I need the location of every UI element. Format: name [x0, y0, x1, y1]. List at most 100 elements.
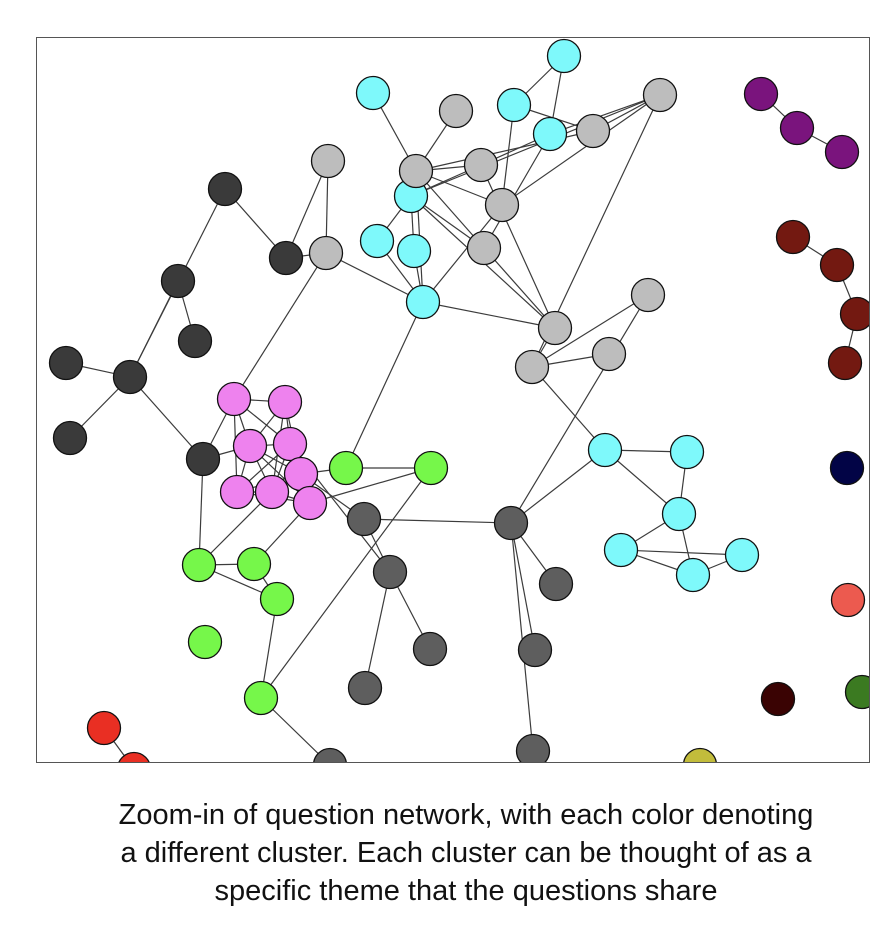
- node-pink-p1: [267, 384, 303, 420]
- node-cyan-c13: [675, 557, 711, 593]
- node-silver-s5: [463, 147, 499, 183]
- node-grey-d6: [313, 747, 347, 762]
- edge-s10-c8: [422, 301, 556, 329]
- node-cyan-c10: [669, 434, 705, 470]
- node-cyan-c4: [532, 116, 568, 152]
- node-silver-s8: [484, 187, 520, 223]
- node-maroon-m3: [839, 296, 869, 332]
- node-maroon-m2: [819, 247, 855, 283]
- edge-s8-c8: [422, 204, 503, 303]
- edge-c12-c14: [620, 549, 743, 556]
- node-olive-y1: [683, 747, 717, 762]
- edge-c4-s9: [483, 133, 551, 249]
- node-charcoal-k6: [52, 420, 88, 456]
- node-maroon-m1: [775, 219, 811, 255]
- edge-s4-p2: [233, 252, 327, 400]
- node-red-r2: [118, 751, 150, 762]
- caption-line-1: Zoom-in of question network, with each c…: [118, 799, 814, 831]
- node-pink-p4: [272, 426, 308, 462]
- node-purple-u3: [824, 134, 860, 170]
- node-charcoal-k5: [48, 345, 84, 381]
- node-cyan-c8: [405, 284, 441, 320]
- node-cyan-c12: [603, 532, 639, 568]
- edge-c4-s7: [549, 94, 661, 135]
- node-grey-d2: [372, 554, 408, 590]
- edge-k3-k4: [129, 280, 179, 378]
- edge-d3-d8: [510, 522, 536, 651]
- edge-s11-c9: [531, 366, 606, 451]
- node-green-g2: [236, 546, 272, 582]
- node-grey-d7: [538, 566, 574, 602]
- node-grey-d3: [493, 505, 529, 541]
- node-silver-s9: [466, 230, 502, 266]
- edge-c5-s7: [410, 94, 661, 197]
- edge-k3-k8: [129, 376, 204, 460]
- caption-line-2: a different cluster. Each cluster can be…: [120, 837, 812, 869]
- node-charcoal-k3: [112, 359, 148, 395]
- edge-p7-g1: [198, 491, 273, 566]
- edge-d2-d5: [364, 571, 391, 689]
- node-charcoal-k1: [268, 240, 304, 276]
- figure-caption: Zoom-in of question network, with each c…: [36, 796, 896, 910]
- node-layer: [48, 38, 869, 762]
- node-maroon-m4: [827, 345, 863, 381]
- edge-d3-d9: [510, 522, 534, 752]
- node-navy-n1: [829, 450, 865, 486]
- node-charcoal-k7: [177, 323, 213, 359]
- edge-s8-s7: [501, 94, 661, 206]
- node-cyan-c3: [496, 87, 532, 123]
- node-silver-s1: [310, 143, 346, 179]
- edge-g4-g6: [260, 467, 432, 699]
- node-pink-p7: [254, 474, 290, 510]
- node-pink-p8: [292, 485, 328, 521]
- node-purple-u1: [743, 76, 779, 112]
- node-cyan-c9: [587, 432, 623, 468]
- node-pink-p2: [216, 381, 252, 417]
- node-cyan-c14: [724, 537, 760, 573]
- node-cyan-c6: [359, 223, 395, 259]
- node-silver-s10: [537, 310, 573, 346]
- edge-d1-d3: [363, 518, 512, 524]
- edge-s9-s10: [483, 247, 556, 329]
- node-silver-s4: [308, 235, 344, 271]
- network-diagram: [36, 37, 870, 763]
- node-cyan-c1: [355, 75, 391, 111]
- caption-line-3: specific theme that the questions share: [214, 875, 718, 907]
- node-green-g5: [259, 581, 295, 617]
- node-grey-d9: [515, 733, 551, 762]
- node-green-g7: [187, 624, 223, 660]
- node-silver-s11: [514, 349, 550, 385]
- node-grey-d1: [346, 501, 382, 537]
- node-cyan-c7: [396, 233, 432, 269]
- node-charcoal-k2: [207, 171, 243, 207]
- node-green-g6: [243, 680, 279, 716]
- edge-d3-c9: [510, 449, 606, 524]
- node-pink-p3: [232, 428, 268, 464]
- node-charcoal-k4: [160, 263, 196, 299]
- node-silver-s6: [575, 113, 611, 149]
- node-silver-s12: [591, 336, 627, 372]
- edge-d3-s13: [510, 294, 649, 524]
- edge-g3-c8: [345, 301, 424, 469]
- edge-s1-k1: [285, 160, 329, 259]
- edge-k8-g1: [198, 458, 204, 566]
- node-green-g3: [328, 450, 364, 486]
- node-cyan-c2: [546, 38, 582, 74]
- node-grey-d8: [517, 632, 553, 668]
- node-silver-s7: [642, 77, 678, 113]
- node-forest-f1: [844, 674, 869, 710]
- node-silver-s2: [438, 93, 474, 129]
- node-silver-s3: [398, 153, 434, 189]
- node-red-r1: [86, 710, 122, 746]
- node-silver-s13: [630, 277, 666, 313]
- node-salmon-o1: [830, 582, 866, 618]
- node-darkbrown-b1: [760, 681, 796, 717]
- edge-s13-s11: [531, 294, 649, 368]
- node-green-g1: [181, 547, 217, 583]
- node-grey-d4: [412, 631, 448, 667]
- node-grey-d5: [347, 670, 383, 706]
- node-cyan-c11: [661, 496, 697, 532]
- node-pink-p5: [283, 456, 319, 492]
- node-purple-u2: [779, 110, 815, 146]
- edge-s4-c8: [325, 252, 424, 303]
